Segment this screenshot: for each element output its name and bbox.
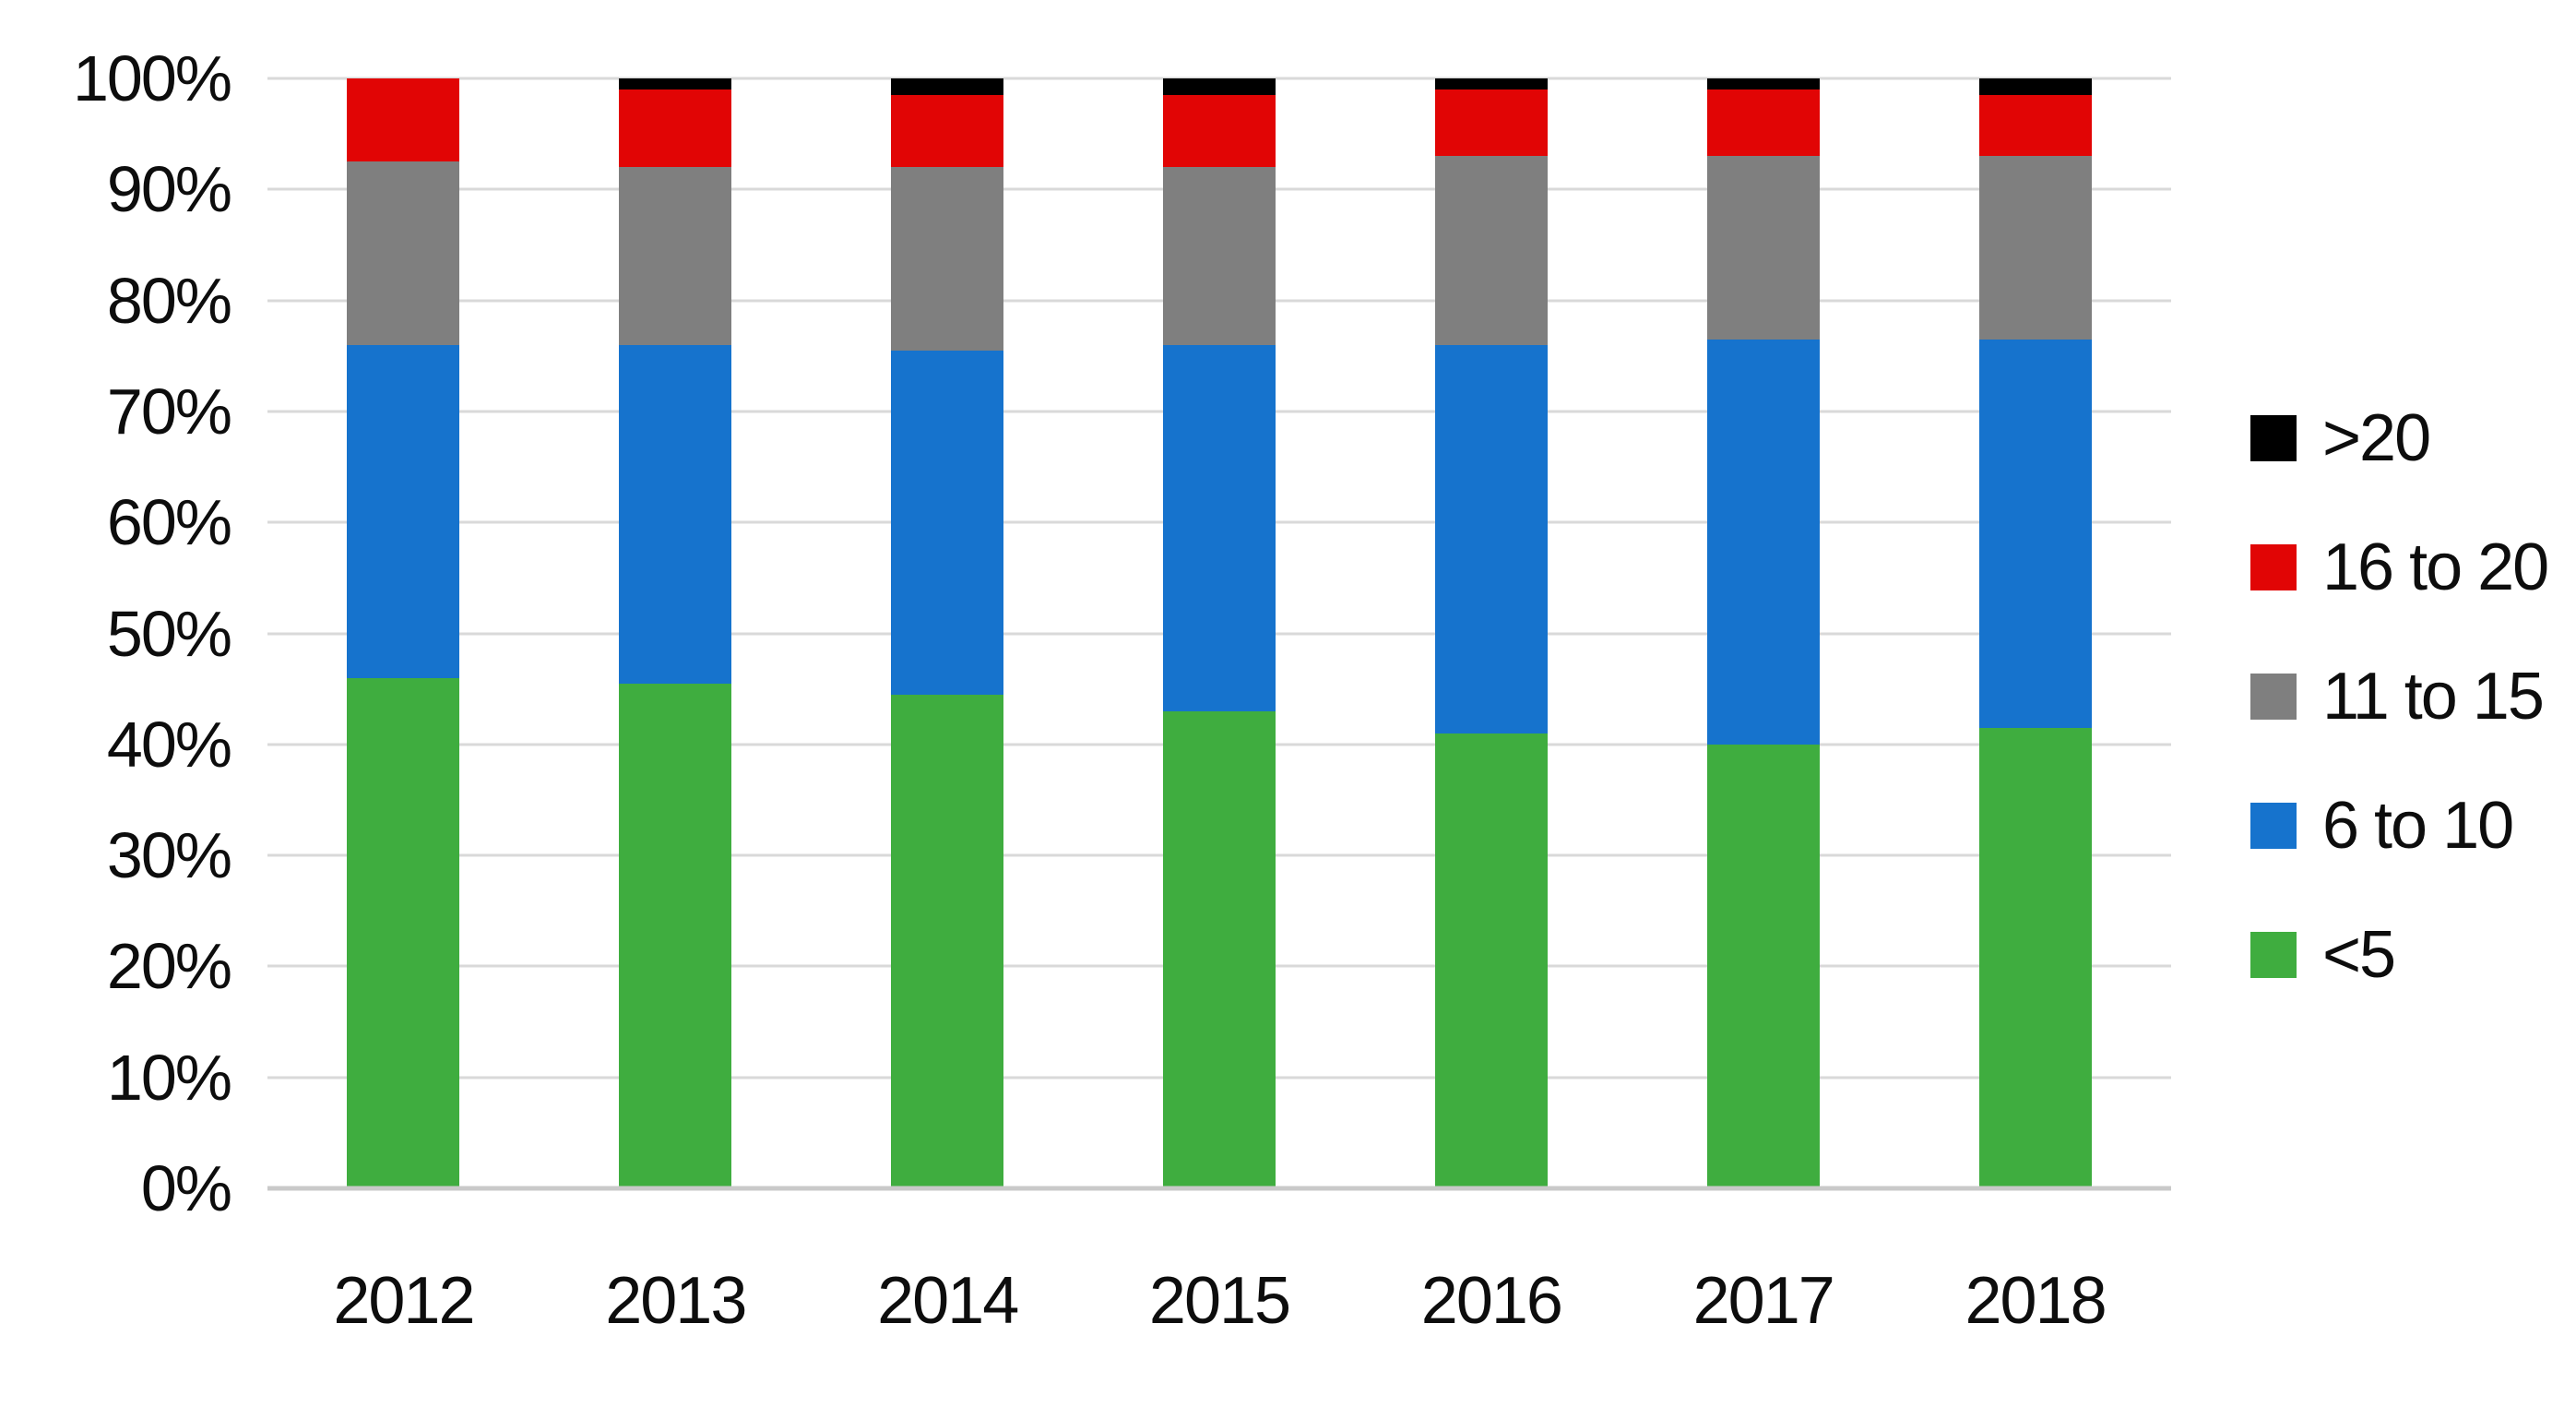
segment-2016-11-to-15 [1434,156,1548,345]
segment-2016-6-to-10 [1434,344,1548,733]
y-axis-label-70: 70% [106,375,232,447]
segment-2013-20 [619,78,732,90]
bar-2016 [1434,78,1548,1188]
legend-item-20: >20 [2250,374,2547,503]
bar-slot-2012 [267,78,540,1188]
x-axis-label-2016: 2016 [1420,1264,1563,1338]
y-axis-label-100: 100% [72,42,232,114]
legend-item-6-to-10: 6 to 10 [2250,761,2547,890]
segment-2013-5 [619,683,732,1188]
segment-2016-20 [1434,78,1548,90]
legend-item-5: <5 [2250,890,2547,1020]
bar-2014 [891,78,1004,1188]
segment-2018-5 [1978,727,2092,1188]
x-axis-label-2018: 2018 [1965,1264,2107,1338]
bar-slot-2018 [1899,78,2171,1188]
y-axis-label-30: 30% [106,819,232,892]
bars [267,78,2171,1188]
segment-2016-5 [1434,733,1548,1188]
plot-area [267,77,2171,1191]
y-axis-label-60: 60% [106,486,232,559]
gridline-0 [267,1186,2171,1191]
gridline-100 [267,77,2171,80]
segment-2015-16-to-20 [1163,95,1276,168]
legend: >20 16 to 20 11 to 15 6 to 10 <5 [2250,374,2549,1020]
segment-2012-6-to-10 [347,344,460,678]
bar-2015 [1163,78,1276,1188]
segment-2015-20 [1163,78,1276,96]
legend-swatch-20 [2250,415,2297,461]
y-axis-label-40: 40% [106,708,232,781]
legend-item-16-to-20: 16 to 20 [2250,503,2549,632]
segment-2014-16-to-20 [891,95,1004,168]
segment-2015-11-to-15 [1163,167,1276,345]
segment-2014-6-to-10 [891,350,1004,695]
segment-2017-5 [1706,744,1820,1188]
segment-2017-16-to-20 [1706,89,1820,157]
bar-2012 [347,78,460,1188]
bar-slot-2013 [540,78,812,1188]
segment-2014-5 [891,694,1004,1188]
y-axis-label-80: 80% [106,264,232,337]
bar-slot-2016 [1355,78,1627,1188]
y-axis-label-90: 90% [106,153,232,226]
bar-slot-2014 [812,78,1084,1188]
segment-2015-6-to-10 [1163,344,1276,711]
segment-2018-20 [1978,78,2092,96]
x-axis: 2012 2013 2014 2015 2016 2017 2018 [267,1236,2171,1365]
y-axis-label-50: 50% [106,597,232,670]
x-axis-label-2013: 2013 [605,1264,747,1338]
segment-2018-11-to-15 [1978,156,2092,340]
segment-2018-16-to-20 [1978,95,2092,157]
segment-2018-6-to-10 [1978,339,2092,728]
segment-2014-11-to-15 [891,167,1004,351]
segment-2014-20 [891,78,1004,96]
legend-label-6-to-10: 6 to 10 [2322,789,2514,863]
legend-label-16-to-20: 16 to 20 [2322,531,2549,604]
x-axis-label-2017: 2017 [1692,1264,1835,1338]
bar-2017 [1706,78,1820,1188]
bar-2018 [1978,78,2092,1188]
x-axis-label-2012: 2012 [333,1264,475,1338]
legend-label-5: <5 [2322,918,2396,992]
legend-swatch-11-to-15 [2250,674,2297,720]
legend-item-11-to-15: 11 to 15 [2250,632,2547,761]
y-axis: 100% 90% 80% 70% 60% 50% 40% 30% 20% 10% 0% [0,46,232,1221]
segment-2012-16-to-20 [347,78,460,162]
segment-2017-11-to-15 [1706,156,1820,340]
y-axis-label-0: 0% [140,1152,232,1224]
segment-2013-11-to-15 [619,167,732,345]
y-axis-label-20: 20% [106,930,232,1003]
segment-2015-5 [1163,710,1276,1188]
segment-2013-6-to-10 [619,344,732,684]
segment-2017-6-to-10 [1706,339,1820,745]
segment-2012-5 [347,677,460,1188]
legend-swatch-5 [2250,932,2297,978]
bar-2013 [619,78,732,1188]
legend-label-20: >20 [2322,401,2431,475]
segment-2013-16-to-20 [619,89,732,168]
y-axis-label-10: 10% [106,1041,232,1114]
x-axis-label-2015: 2015 [1148,1264,1291,1338]
segment-2017-20 [1706,78,1820,90]
x-axis-label-2014: 2014 [877,1264,1019,1338]
bar-slot-2017 [1627,78,1899,1188]
segment-2016-16-to-20 [1434,89,1548,157]
bar-slot-2015 [1084,78,1356,1188]
segment-2012-11-to-15 [347,161,460,345]
legend-swatch-16-to-20 [2250,544,2297,590]
legend-swatch-6-to-10 [2250,803,2297,849]
legend-label-11-to-15: 11 to 15 [2322,660,2545,733]
